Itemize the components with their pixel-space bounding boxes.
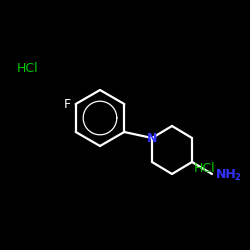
Text: NH: NH xyxy=(216,168,236,180)
Text: N: N xyxy=(147,132,157,144)
Text: F: F xyxy=(64,98,71,110)
Text: HCl: HCl xyxy=(194,162,216,174)
Text: HCl: HCl xyxy=(17,62,39,74)
Text: 2: 2 xyxy=(234,172,240,182)
